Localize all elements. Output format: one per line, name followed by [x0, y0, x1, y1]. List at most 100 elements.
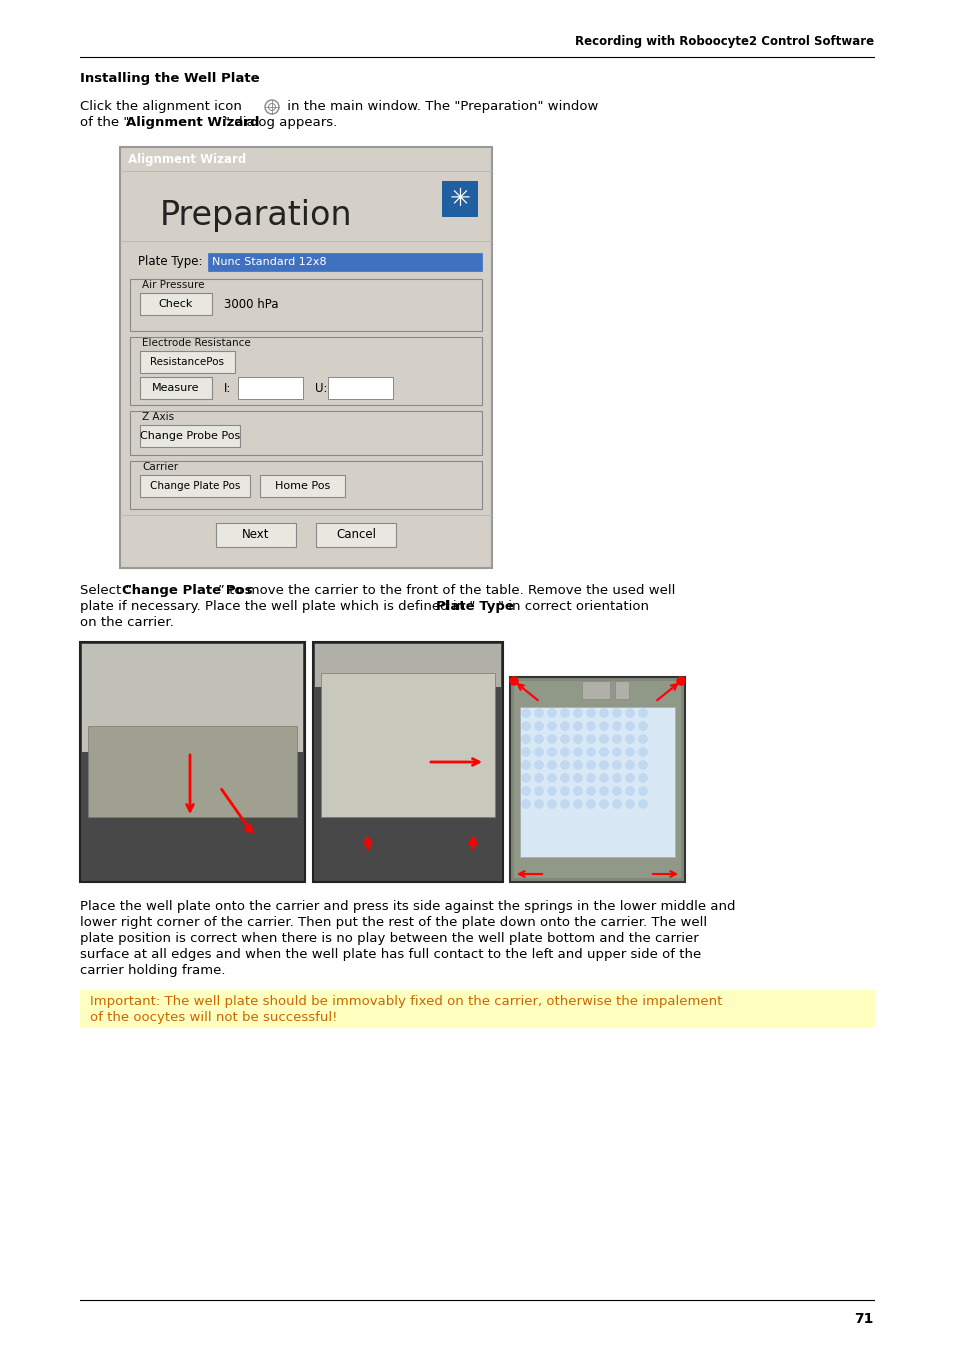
Text: Plate Type:: Plate Type: — [138, 255, 202, 269]
Circle shape — [365, 751, 376, 761]
Circle shape — [625, 721, 634, 730]
Circle shape — [393, 765, 404, 776]
Circle shape — [345, 864, 353, 872]
Text: surface at all edges and when the well plate has full contact to the left and up: surface at all edges and when the well p… — [80, 948, 700, 961]
Circle shape — [436, 864, 444, 872]
Circle shape — [463, 736, 474, 747]
Circle shape — [560, 748, 569, 756]
Circle shape — [612, 774, 620, 783]
Circle shape — [449, 675, 460, 687]
Circle shape — [534, 799, 543, 809]
Circle shape — [510, 676, 517, 684]
Circle shape — [421, 765, 432, 776]
Circle shape — [204, 863, 215, 873]
Circle shape — [421, 736, 432, 747]
Circle shape — [449, 765, 460, 776]
Circle shape — [421, 690, 432, 702]
Circle shape — [393, 706, 404, 717]
Circle shape — [343, 863, 355, 873]
Bar — [130, 338, 481, 405]
Circle shape — [449, 706, 460, 717]
Text: Carrier: Carrier — [142, 462, 178, 472]
Circle shape — [598, 709, 608, 717]
Circle shape — [480, 863, 493, 873]
Text: " dialog appears.: " dialog appears. — [224, 116, 337, 130]
Text: Plate Type: Plate Type — [436, 599, 514, 613]
Circle shape — [407, 751, 418, 761]
Circle shape — [560, 760, 569, 770]
Text: carrier holding frame.: carrier holding frame. — [80, 964, 225, 977]
Circle shape — [351, 751, 362, 761]
Text: Measure: Measure — [152, 383, 199, 393]
Text: Alignment Wizard: Alignment Wizard — [126, 116, 259, 130]
Text: ✳: ✳ — [449, 188, 470, 211]
Bar — [88, 726, 296, 817]
Circle shape — [337, 675, 348, 687]
Circle shape — [421, 780, 432, 791]
Text: Preparation: Preparation — [160, 200, 353, 232]
Circle shape — [337, 780, 348, 791]
Circle shape — [407, 690, 418, 702]
Text: Change Probe Pos: Change Probe Pos — [140, 431, 240, 441]
Circle shape — [612, 721, 620, 730]
Circle shape — [638, 734, 647, 744]
Circle shape — [337, 706, 348, 717]
Circle shape — [573, 799, 582, 809]
Circle shape — [463, 690, 474, 702]
Text: lower right corner of the carrier. Then put the rest of the plate down onto the : lower right corner of the carrier. Then … — [80, 917, 706, 929]
Circle shape — [560, 787, 569, 795]
Bar — [140, 475, 250, 497]
Circle shape — [379, 780, 390, 791]
Circle shape — [412, 863, 423, 873]
Circle shape — [229, 864, 236, 872]
Circle shape — [323, 765, 335, 776]
Circle shape — [351, 765, 362, 776]
Circle shape — [252, 864, 260, 872]
Circle shape — [521, 799, 530, 809]
Bar — [215, 522, 295, 547]
Circle shape — [393, 690, 404, 702]
Circle shape — [314, 298, 325, 309]
Circle shape — [598, 774, 608, 783]
Circle shape — [573, 721, 582, 730]
Circle shape — [351, 706, 362, 717]
Circle shape — [365, 675, 376, 687]
Circle shape — [547, 748, 556, 756]
Circle shape — [586, 760, 595, 770]
Text: Important: The well plate should be immovably fixed on the carrier, otherwise th: Important: The well plate should be immo… — [90, 995, 721, 1008]
Text: Check: Check — [158, 298, 193, 309]
Bar — [615, 680, 628, 699]
Circle shape — [547, 799, 556, 809]
Circle shape — [322, 864, 330, 872]
Text: Z Axis: Z Axis — [142, 412, 174, 423]
Circle shape — [449, 690, 460, 702]
Circle shape — [137, 864, 145, 872]
Circle shape — [366, 863, 377, 873]
Circle shape — [368, 864, 375, 872]
Circle shape — [521, 787, 530, 795]
Circle shape — [625, 799, 634, 809]
Circle shape — [521, 721, 530, 730]
Circle shape — [449, 721, 460, 732]
Circle shape — [625, 787, 634, 795]
Text: Change Plate Pos: Change Plate Pos — [150, 481, 240, 491]
Circle shape — [435, 765, 446, 776]
Circle shape — [112, 863, 124, 873]
Text: Home Pos: Home Pos — [274, 481, 330, 491]
Circle shape — [573, 787, 582, 795]
Circle shape — [274, 864, 283, 872]
Circle shape — [560, 709, 569, 717]
Circle shape — [379, 675, 390, 687]
Circle shape — [158, 863, 170, 873]
Circle shape — [421, 751, 432, 761]
Circle shape — [435, 736, 446, 747]
Circle shape — [560, 721, 569, 730]
Circle shape — [389, 863, 400, 873]
Circle shape — [586, 774, 595, 783]
Circle shape — [337, 690, 348, 702]
Circle shape — [625, 709, 634, 717]
Circle shape — [573, 734, 582, 744]
Circle shape — [435, 780, 446, 791]
Circle shape — [598, 734, 608, 744]
Circle shape — [463, 780, 474, 791]
